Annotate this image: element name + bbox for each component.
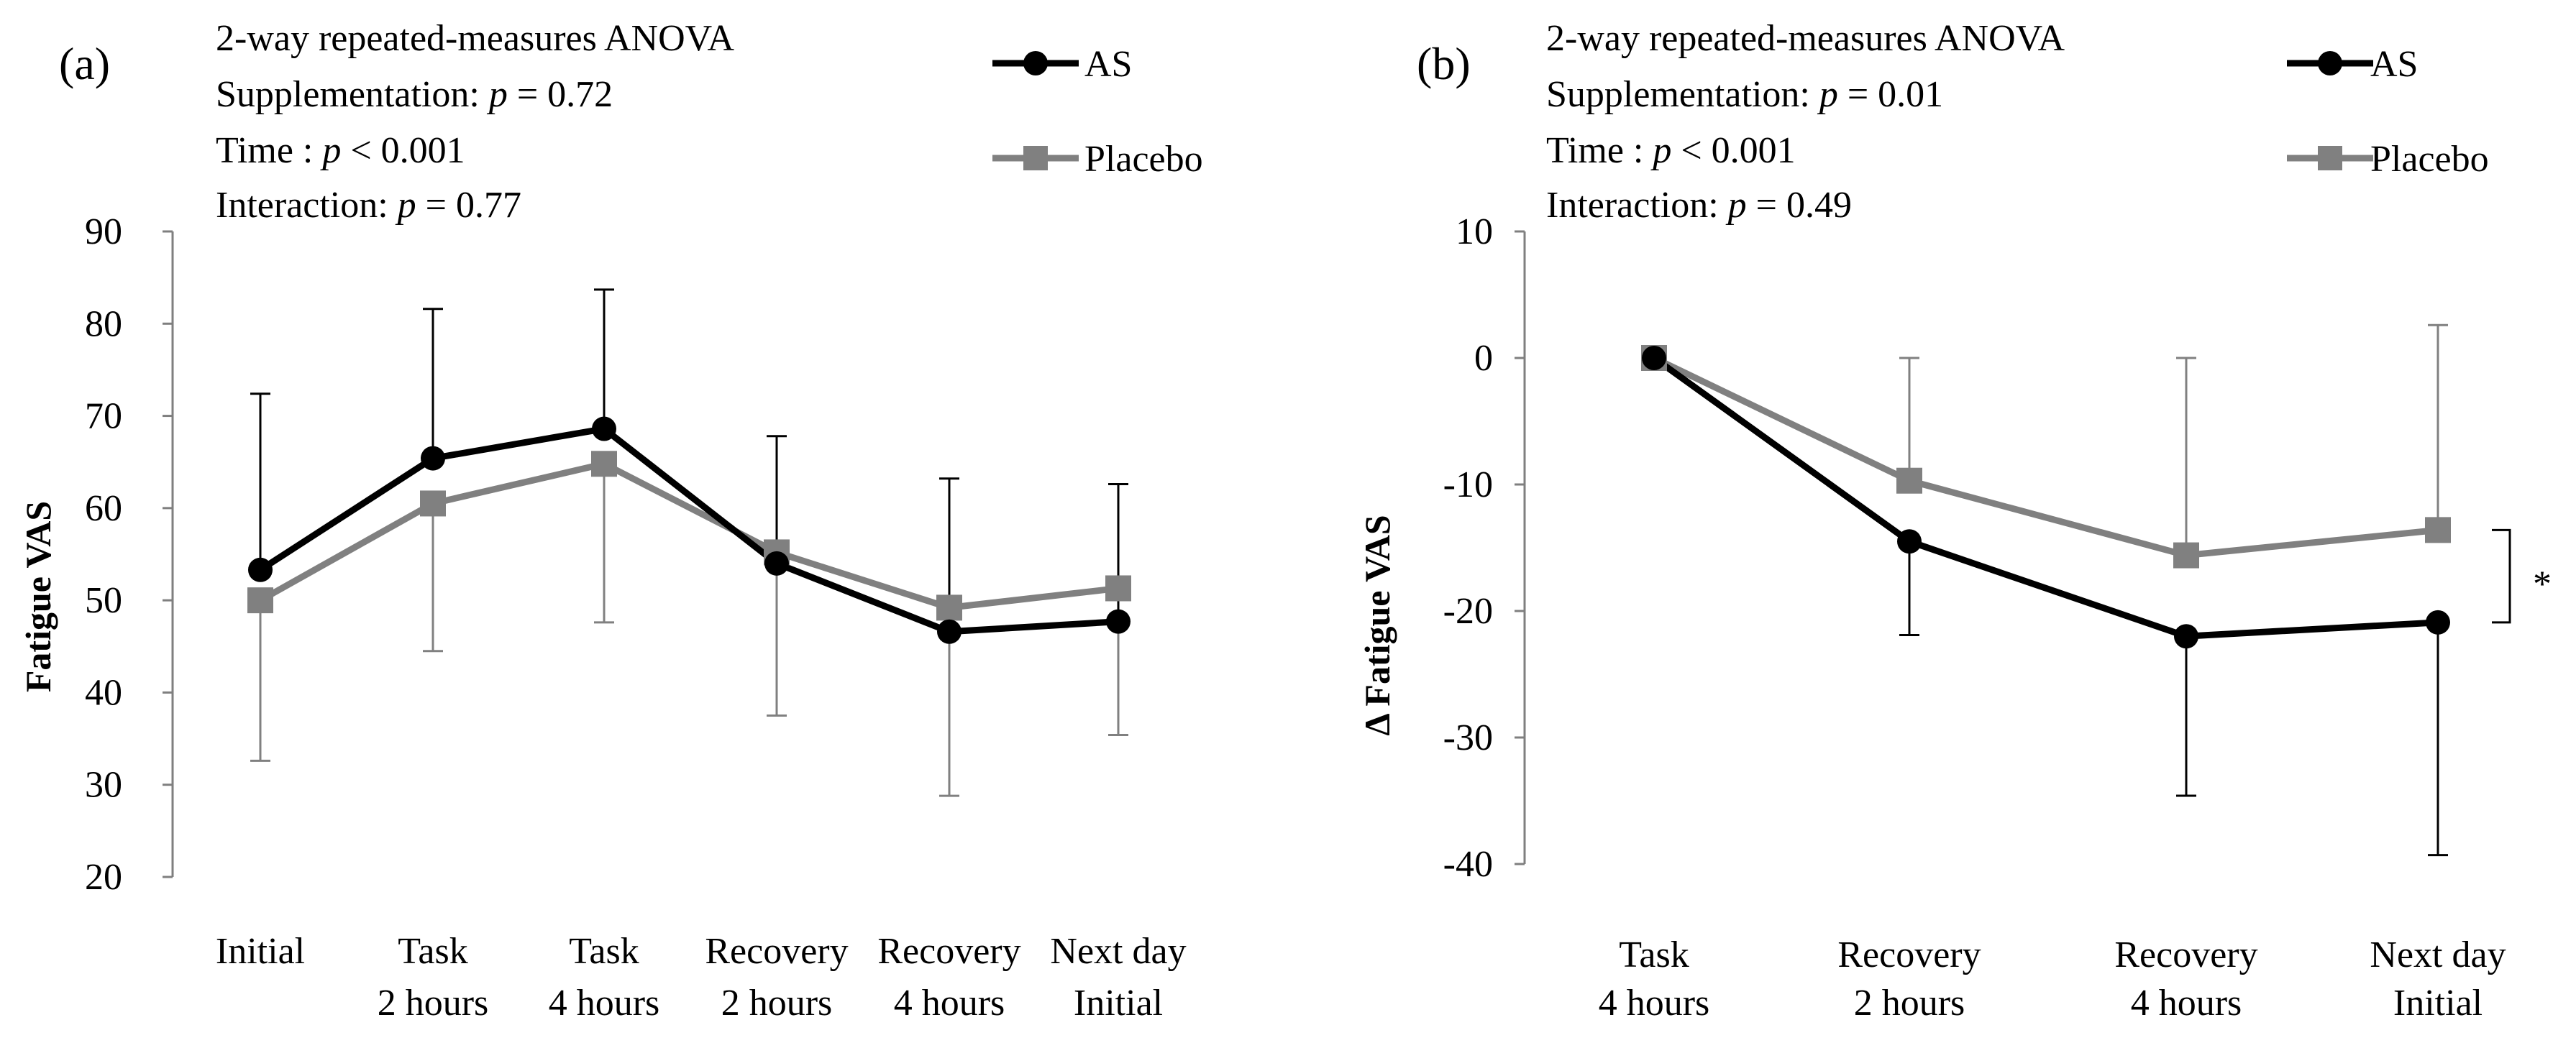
panel-b-y-tick-label: -40 [1443,844,1493,885]
panel-a-as-point [937,619,962,644]
panel-b-x-category-line1: Next day [2370,934,2506,975]
panel-a-y-axis-title: Fatigue VAS [18,501,58,692]
panel-a-x-category-line2: Initial [1074,983,1163,1024]
panel-b-stats: 2-way repeated-measures ANOVA Supplement… [1546,18,2065,226]
panel-a-plot [171,231,1131,877]
panel-b-y-tick-label: -30 [1443,717,1493,758]
panel-a-label: (a) [59,38,110,89]
panel-b-y-tick-label: 10 [1456,211,1493,252]
panel-b-y-tick-label: -10 [1443,464,1493,505]
panel-a-placebo-point [1105,575,1131,602]
panel-b-y-tick-label: -20 [1443,591,1493,632]
panel-b-x-categories: Task 4 hours Recovery 2 hours Recovery 4 hour… [1599,934,2506,1024]
panel-b-legend-as-marker [2318,51,2342,75]
panel-a-as-series-line [258,426,1119,635]
panel-b-x-category-line2: 4 hours [1599,983,1710,1024]
panel-a-x-category-line1: Initial [216,931,305,972]
panel-a-x-category-line2: 4 hours [894,983,1005,1024]
panel-a-legend: AS Placebo [992,44,1203,180]
panel-b-stat-interaction: Interaction: p = 0.49 [1546,185,1852,226]
panel-a-y-tick-label: 30 [85,765,122,806]
panel-a-x-category-line1: Recovery [877,931,1020,972]
panel-a-y-tick-label: 50 [85,580,122,621]
panel-b: (b) 2-way repeated-measures ANOVA Supple… [1357,18,2552,1024]
panel-b-label: (b) [1417,38,1471,89]
panel-a-as-point [248,557,273,582]
panel-a-x-category-line2: 2 hours [378,983,489,1024]
panel-b-significance-star: * [2533,564,2552,605]
panel-a-x-category-line1: Task [398,931,467,972]
panel-a-stats: 2-way repeated-measures ANOVA Supplement… [216,18,734,226]
panel-a-y-tick-label: 90 [85,211,122,252]
panel-b-x-category-line2: Initial [2393,983,2483,1024]
panel-b-as-point [2426,610,2450,635]
panel-a-stat-interaction: Interaction: p = 0.77 [216,185,521,226]
panel-a-stat-time: Time : p < 0.001 [216,130,465,171]
panel-b-placebo-point [2425,517,2451,543]
panel-a-as-point [764,551,789,576]
panel-b-legend: AS Placebo [2287,44,2489,180]
panel-b-x-category-line2: 2 hours [1854,983,1965,1024]
panel-b-y-axis-title: Δ Fatigue VAS [1357,515,1397,735]
panel-b-significance-bracket [2492,528,2511,624]
panel-a: (a) 2-way repeated-measures ANOVA Supple… [18,18,1203,1024]
panel-a-x-category-line2: 4 hours [549,983,660,1024]
panel-a-placebo-series-line [258,460,1119,611]
panel-a-y-ticks: 20 30 40 50 60 70 80 90 [85,211,173,898]
panel-a-legend-as-marker [1023,51,1048,75]
panel-a-placebo-point [420,490,446,517]
panel-a-x-categories: Initial Task 2 hours Task 4 hours Recovery 2 h… [216,931,1187,1024]
panel-b-stat-supplementation: Supplementation: p = 0.01 [1546,74,1943,115]
panel-b-placebo-series-line [1653,354,2439,559]
panel-a-y-tick-label: 60 [85,488,122,529]
panel-b-stats-title: 2-way repeated-measures ANOVA [1546,18,2065,59]
panel-b-placebo-point [1896,467,1922,494]
panel-b-legend-placebo-label: Placebo [2370,139,2489,180]
panel-b-y-ticks: -40 -30 -20 -10 0 10 [1443,211,1525,885]
panel-a-legend-as-label: AS [1084,44,1132,85]
panel-b-legend-as-label: AS [2370,44,2418,85]
panel-a-legend-placebo-marker [1023,146,1048,170]
panel-a-y-tick-label: 40 [85,672,122,713]
panel-a-as-point [1106,609,1131,634]
panel-b-as-point [2174,624,2198,649]
panel-a-y-tick-label: 20 [85,857,122,898]
panel-a-placebo-point [247,587,273,614]
panel-b-y-tick-label: 0 [1474,338,1493,379]
panel-a-x-category-line1: Next day [1050,931,1186,972]
panel-b-legend-as: AS [2287,44,2418,85]
panel-a-as-point [421,446,445,471]
panel-a-placebo-point [591,451,617,477]
panel-b-stat-time: Time : p < 0.001 [1546,130,1796,171]
panel-a-legend-as: AS [992,44,1132,85]
panel-b-x-category-line1: Task [1619,934,1689,975]
panel-a-stat-supplementation: Supplementation: p = 0.72 [216,74,613,115]
panel-a-y-tick-label: 70 [85,396,122,437]
panel-a-stats-title: 2-way repeated-measures ANOVA [216,18,734,59]
panel-b-legend-placebo-marker [2318,146,2342,170]
panel-b-x-category-line1: Recovery [1837,934,1981,975]
panel-b-x-category-line1: Recovery [2114,934,2257,975]
panel-b-x-category-line2: 4 hours [2131,983,2242,1024]
panel-a-x-category-line1: Recovery [705,931,848,972]
panel-b-as-series-line [1652,355,2439,640]
panel-b-as-point [1642,346,1666,370]
panel-a-x-category-line1: Task [569,931,639,972]
panel-a-x-category-line2: 2 hours [721,983,833,1024]
panel-b-legend-placebo: Placebo [2287,139,2489,180]
panel-a-placebo-point [936,594,962,621]
panel-b-placebo-point [2173,542,2199,569]
panel-a-legend-placebo-label: Placebo [1084,139,1203,180]
panel-a-legend-placebo: Placebo [992,139,1203,180]
panel-a-y-tick-label: 80 [85,303,122,344]
panel-b-plot: * [1523,231,2552,864]
panel-a-as-point [592,416,616,441]
panel-b-as-point [1897,529,1922,554]
